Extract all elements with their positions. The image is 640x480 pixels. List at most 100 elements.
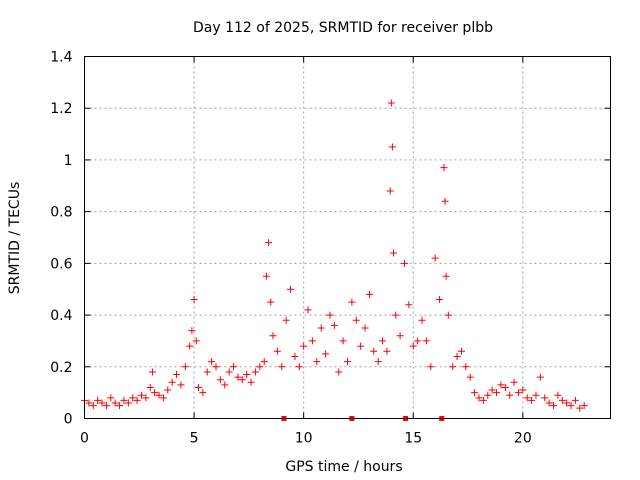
data-point <box>107 394 115 402</box>
data-point <box>436 296 444 304</box>
data-point <box>89 402 97 410</box>
data-point <box>177 381 185 389</box>
data-point <box>267 298 275 306</box>
data-point <box>387 99 395 107</box>
data-point <box>541 394 549 402</box>
data-point <box>554 391 562 399</box>
data-point <box>181 363 189 371</box>
data-point <box>422 337 430 345</box>
tick-layer: 0 0.2 0.4 0.6 0.8 1 1.2 1.4 0 5 10 15 20 <box>50 50 611 447</box>
data-point <box>383 347 391 355</box>
data-point <box>199 389 207 397</box>
data-point <box>124 399 132 407</box>
data-point <box>111 399 119 407</box>
data-point <box>405 301 413 309</box>
data-point <box>238 376 246 384</box>
data-point <box>379 337 387 345</box>
x-axis-label: GPS time / hours <box>285 459 402 475</box>
data-point <box>194 383 202 391</box>
data-point <box>146 383 154 391</box>
data-point <box>352 316 360 324</box>
y-tick-label: 0.2 <box>50 360 72 376</box>
data-point <box>519 386 527 394</box>
data-point <box>313 358 321 366</box>
data-point <box>159 394 167 402</box>
data-point <box>571 396 579 404</box>
data-point <box>190 296 198 304</box>
data-point <box>192 337 200 345</box>
data-point <box>308 337 316 345</box>
grid-layer <box>84 56 611 419</box>
data-point <box>155 391 163 399</box>
data-point <box>133 396 141 404</box>
data-point <box>580 402 588 410</box>
data-point <box>300 342 308 350</box>
data-point <box>532 391 540 399</box>
data-point <box>348 298 356 306</box>
data-point <box>335 368 343 376</box>
data-point <box>493 389 501 397</box>
data-point <box>129 394 137 402</box>
data-point <box>203 368 211 376</box>
data-point <box>317 324 325 332</box>
data-point <box>466 373 474 381</box>
plot-frame <box>84 56 611 419</box>
data-point <box>462 363 470 371</box>
data-point <box>440 164 448 172</box>
data-point <box>386 187 394 195</box>
data-point <box>142 394 150 402</box>
data-point <box>418 316 426 324</box>
x-tick-label: 5 <box>190 431 199 447</box>
data-point <box>173 371 181 379</box>
data-point <box>506 391 514 399</box>
data-point <box>361 324 369 332</box>
y-tick-label: 0.4 <box>50 308 72 324</box>
y-tick-label: 1.2 <box>50 101 72 117</box>
data-point <box>148 368 156 376</box>
data-point <box>442 272 450 280</box>
data-point <box>357 342 365 350</box>
data-point <box>444 311 452 319</box>
data-point <box>330 321 338 329</box>
y-tick-label: 1 <box>64 153 73 169</box>
data-point <box>212 363 220 371</box>
data-point <box>344 358 351 366</box>
data-point <box>230 363 238 371</box>
data-point <box>567 402 575 410</box>
x-tick-label: 0 <box>80 431 89 447</box>
data-point <box>188 327 196 335</box>
data-point <box>116 402 124 410</box>
data-point <box>102 402 110 410</box>
data-point <box>260 358 268 366</box>
y-axis-label: SRMTID / TECUs <box>7 182 23 295</box>
data-point <box>251 368 259 376</box>
data-point <box>243 371 251 379</box>
data-point <box>234 373 242 381</box>
data-point <box>453 352 461 360</box>
data-point <box>558 396 566 404</box>
data-point <box>221 381 229 389</box>
data-point <box>365 290 373 298</box>
data-point <box>484 391 492 399</box>
data-point <box>392 311 400 319</box>
data-point <box>287 285 295 293</box>
data-layer <box>81 99 588 421</box>
data-point <box>278 363 286 371</box>
data-point <box>208 358 216 366</box>
data-point <box>85 399 93 407</box>
data-point <box>256 363 264 371</box>
data-point <box>94 396 102 404</box>
y-tick-label: 1.4 <box>50 50 72 66</box>
data-point <box>523 394 531 402</box>
x-tick-label: 20 <box>514 431 532 447</box>
data-point <box>563 399 571 407</box>
data-point <box>247 378 255 386</box>
data-point <box>536 373 544 381</box>
data-point <box>225 368 233 376</box>
data-point <box>396 332 404 340</box>
data-point <box>273 347 281 355</box>
data-point <box>475 394 483 402</box>
data-point <box>414 337 422 345</box>
data-point <box>120 396 128 404</box>
data-point <box>98 399 106 407</box>
